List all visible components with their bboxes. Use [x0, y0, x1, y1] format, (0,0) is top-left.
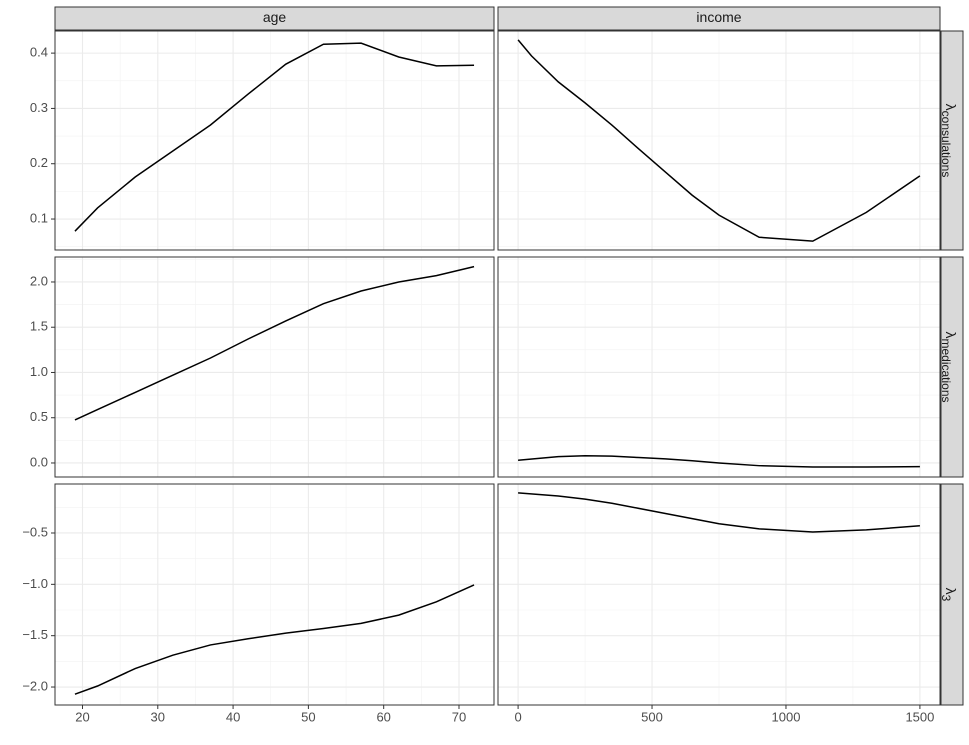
y-tick-label: −0.5	[22, 524, 48, 539]
panel-border	[497, 30, 941, 251]
strip-label: age	[263, 9, 287, 25]
y-tick-label: 0.1	[30, 210, 48, 225]
y-tick-label: 0.3	[30, 100, 48, 115]
strip-subscript: medications	[939, 338, 953, 402]
strip	[940, 30, 964, 251]
panel	[497, 483, 941, 706]
x-tick-label: 70	[452, 709, 466, 724]
strip-label: λconsulations	[939, 104, 959, 178]
panel	[54, 30, 495, 251]
line	[518, 454, 920, 468]
strip-symbol: λ	[943, 104, 959, 111]
panel-bg	[55, 484, 494, 705]
panel-border	[497, 256, 941, 478]
panel	[54, 483, 495, 706]
y-tick-label: −1.0	[22, 576, 48, 591]
y-tick-label: −1.5	[22, 627, 48, 642]
strip-label: λ3	[939, 588, 959, 602]
x-tick-label: 50	[301, 709, 315, 724]
x-tick-label: 1000	[772, 709, 801, 724]
strip-subscript: consulations	[939, 111, 953, 178]
panel-border	[54, 483, 495, 706]
strip-label: λmedications	[939, 331, 959, 402]
panel-border	[54, 256, 495, 478]
y-tick-label: 0.0	[30, 454, 48, 469]
line	[74, 42, 475, 232]
strip-subscript: 3	[939, 595, 953, 602]
strip	[940, 483, 964, 706]
line	[74, 265, 475, 421]
panel	[497, 256, 941, 478]
panel	[54, 256, 495, 478]
panel-bg	[55, 31, 494, 250]
y-tick-label: 0.5	[30, 409, 48, 424]
y-tick-label: 0.4	[30, 45, 48, 60]
x-tick-label: 40	[226, 709, 240, 724]
line	[74, 584, 475, 695]
panel-border	[497, 483, 941, 706]
panel-bg	[55, 257, 494, 477]
panel	[497, 30, 941, 251]
x-tick-label: 1500	[905, 709, 934, 724]
strip-label: income	[696, 9, 741, 25]
strip	[54, 6, 495, 31]
x-tick-label: 500	[641, 709, 663, 724]
y-tick-label: 0.2	[30, 155, 48, 170]
x-tick-label: 30	[151, 709, 165, 724]
panel-border	[54, 30, 495, 251]
x-tick-label: 60	[376, 709, 390, 724]
strip-symbol: λ	[943, 331, 959, 338]
strip-symbol: λ	[943, 588, 959, 595]
line	[518, 492, 920, 533]
x-tick-label: 0	[514, 709, 521, 724]
line	[517, 39, 921, 242]
strip	[940, 256, 964, 478]
y-tick-label: 1.5	[30, 319, 48, 334]
x-tick-label: 20	[75, 709, 89, 724]
y-tick-label: 1.0	[30, 364, 48, 379]
y-tick-label: 2.0	[30, 273, 48, 288]
y-tick-label: −2.0	[22, 678, 48, 693]
strip	[497, 6, 941, 31]
